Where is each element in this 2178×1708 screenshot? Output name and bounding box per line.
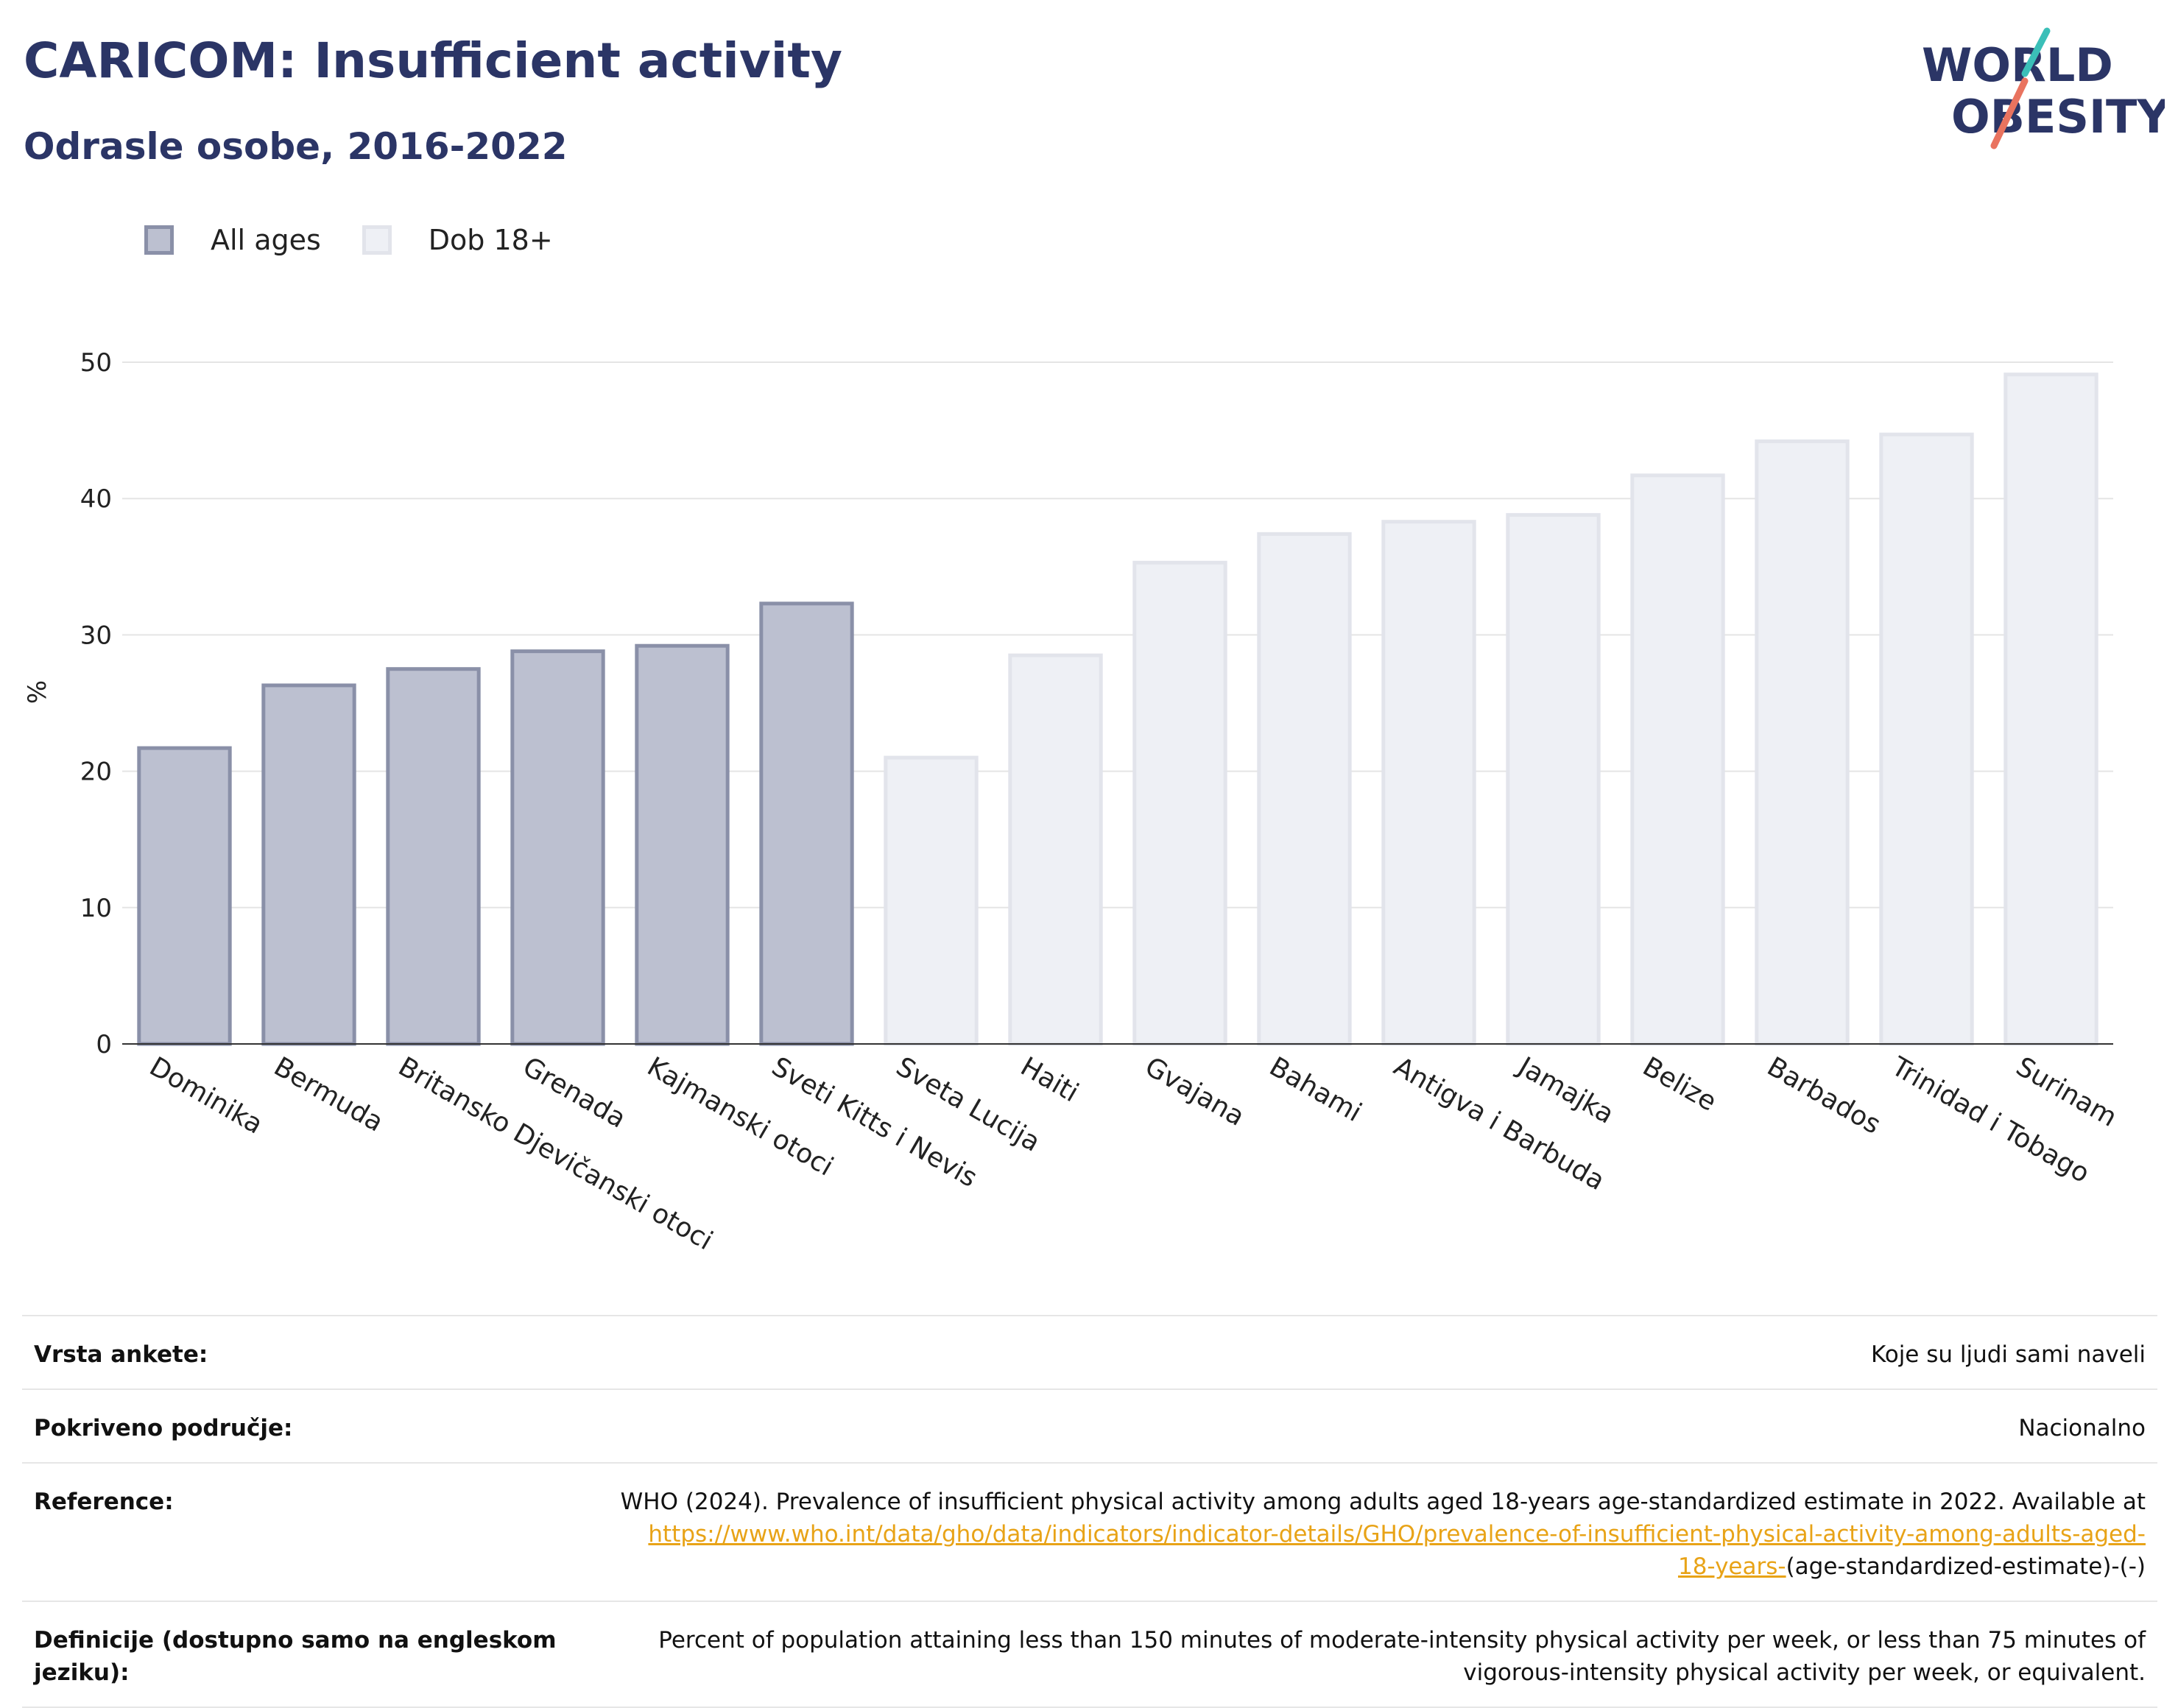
x-tick-label: Antigva i Barbuda	[1389, 1051, 1610, 1196]
y-axis-label: %	[23, 680, 52, 704]
chart-legend: All ages Dob 18+	[144, 218, 594, 262]
meta-row-coverage: Pokriveno područje: Nacionalno	[22, 1388, 2157, 1462]
x-tick-label: Gvajana	[1140, 1051, 1250, 1132]
legend-swatch-dob-18	[362, 225, 392, 255]
y-tick-label: 20	[80, 758, 112, 787]
logo-text-obesity: OBESITY	[1951, 90, 2165, 144]
legend-item-dob-18[interactable]: Dob 18+	[362, 224, 553, 256]
meta-row-reference: Reference: WHO (2024). Prevalence of ins…	[22, 1462, 2157, 1601]
bar[interactable]	[2003, 373, 2098, 1046]
meta-label-reference: Reference:	[34, 1489, 174, 1515]
reference-text-suffix: (age-standardized-estimate)-(-)	[1786, 1553, 2146, 1580]
bar[interactable]	[1132, 560, 1227, 1046]
x-tick-label: Surinam	[2011, 1051, 2122, 1133]
x-tick-label: Bermuda	[269, 1051, 388, 1137]
x-axis-labels: Dominika Bermuda Britansko Djevičanski oto…	[144, 1051, 2122, 1256]
reference-link-continued[interactable]: 18-years-	[1677, 1553, 1786, 1580]
bar[interactable]	[261, 683, 356, 1046]
legend-label-all-ages: All ages	[211, 224, 321, 256]
bars	[137, 373, 2098, 1046]
legend-swatch-all-ages	[144, 225, 174, 255]
reference-link[interactable]: https://www.who.int/data/gho/data/indica…	[648, 1521, 2146, 1548]
x-tick-label: Bahami	[1264, 1051, 1367, 1128]
bar[interactable]	[635, 643, 730, 1046]
x-tick-label: Trinidad i Tobago	[1886, 1051, 2094, 1189]
x-tick-label: Belize	[1638, 1051, 1721, 1117]
meta-label-coverage: Pokriveno područje:	[34, 1415, 293, 1441]
metadata-table: Vrsta ankete: Koje su ljudi sami naveli …	[22, 1315, 2157, 1708]
logo-slash-teal	[2021, 27, 2051, 77]
bar[interactable]	[1257, 532, 1352, 1046]
bar[interactable]	[1879, 432, 1974, 1046]
bar[interactable]	[1755, 439, 1850, 1046]
legend-item-all-ages[interactable]: All ages	[144, 224, 321, 256]
chart-subtitle: Odrasle osobe, 2016-2022	[24, 125, 568, 168]
bar[interactable]	[386, 667, 481, 1046]
chart-title: CARICOM: Insufficient activity	[24, 32, 842, 89]
bar[interactable]	[759, 601, 854, 1046]
logo-text-world: WORLD	[1922, 38, 2113, 92]
bar[interactable]	[1381, 520, 1476, 1046]
meta-value-definitions: Percent of population attaining less tha…	[658, 1627, 2146, 1686]
bar[interactable]	[1008, 653, 1103, 1046]
bar[interactable]	[510, 649, 605, 1046]
y-tick-label: 30	[80, 621, 112, 650]
x-tick-label: Jamajka	[1512, 1051, 1618, 1130]
y-tick-label: 10	[80, 894, 112, 923]
y-tick-label: 40	[80, 484, 112, 514]
meta-row-definitions: Definicije (dostupno samo na engleskom j…	[22, 1601, 2157, 1708]
meta-row-survey-type: Vrsta ankete: Koje su ljudi sami naveli	[22, 1315, 2157, 1388]
bar[interactable]	[884, 755, 979, 1046]
x-tick-label: Haiti	[1015, 1051, 1084, 1108]
bar[interactable]	[1630, 473, 1725, 1046]
x-tick-label: Barbados	[1762, 1051, 1886, 1140]
y-axis-ticks: 0 10 20 30 40 50	[80, 348, 112, 1059]
meta-value-survey-type: Koje su ljudi sami naveli	[1870, 1341, 2146, 1368]
bar-chart: 0 10 20 30 40 50 % Dominika Bermuda Britansko D…	[23, 348, 2122, 1256]
x-tick-label: Sveti Kitts i Nevis	[766, 1051, 982, 1193]
y-tick-label: 50	[80, 348, 112, 378]
world-obesity-logo: WORLD OBESITY	[1922, 27, 2165, 149]
meta-label-definitions: Definicije (dostupno samo na engleskom j…	[34, 1627, 557, 1686]
bar[interactable]	[1506, 512, 1601, 1046]
legend-label-dob-18: Dob 18+	[428, 224, 553, 256]
meta-value-reference: WHO (2024). Prevalence of insufficient p…	[593, 1486, 2146, 1583]
y-tick-label: 0	[96, 1030, 112, 1059]
x-tick-label: Grenada	[518, 1051, 631, 1134]
reference-text: WHO (2024). Prevalence of insufficient p…	[620, 1489, 2146, 1515]
x-tick-label: Dominika	[144, 1051, 268, 1140]
meta-label-survey-type: Vrsta ankete:	[34, 1341, 208, 1368]
bar[interactable]	[137, 746, 232, 1046]
meta-value-coverage: Nacionalno	[2018, 1415, 2146, 1441]
logo-slash-coral	[1990, 77, 2029, 149]
